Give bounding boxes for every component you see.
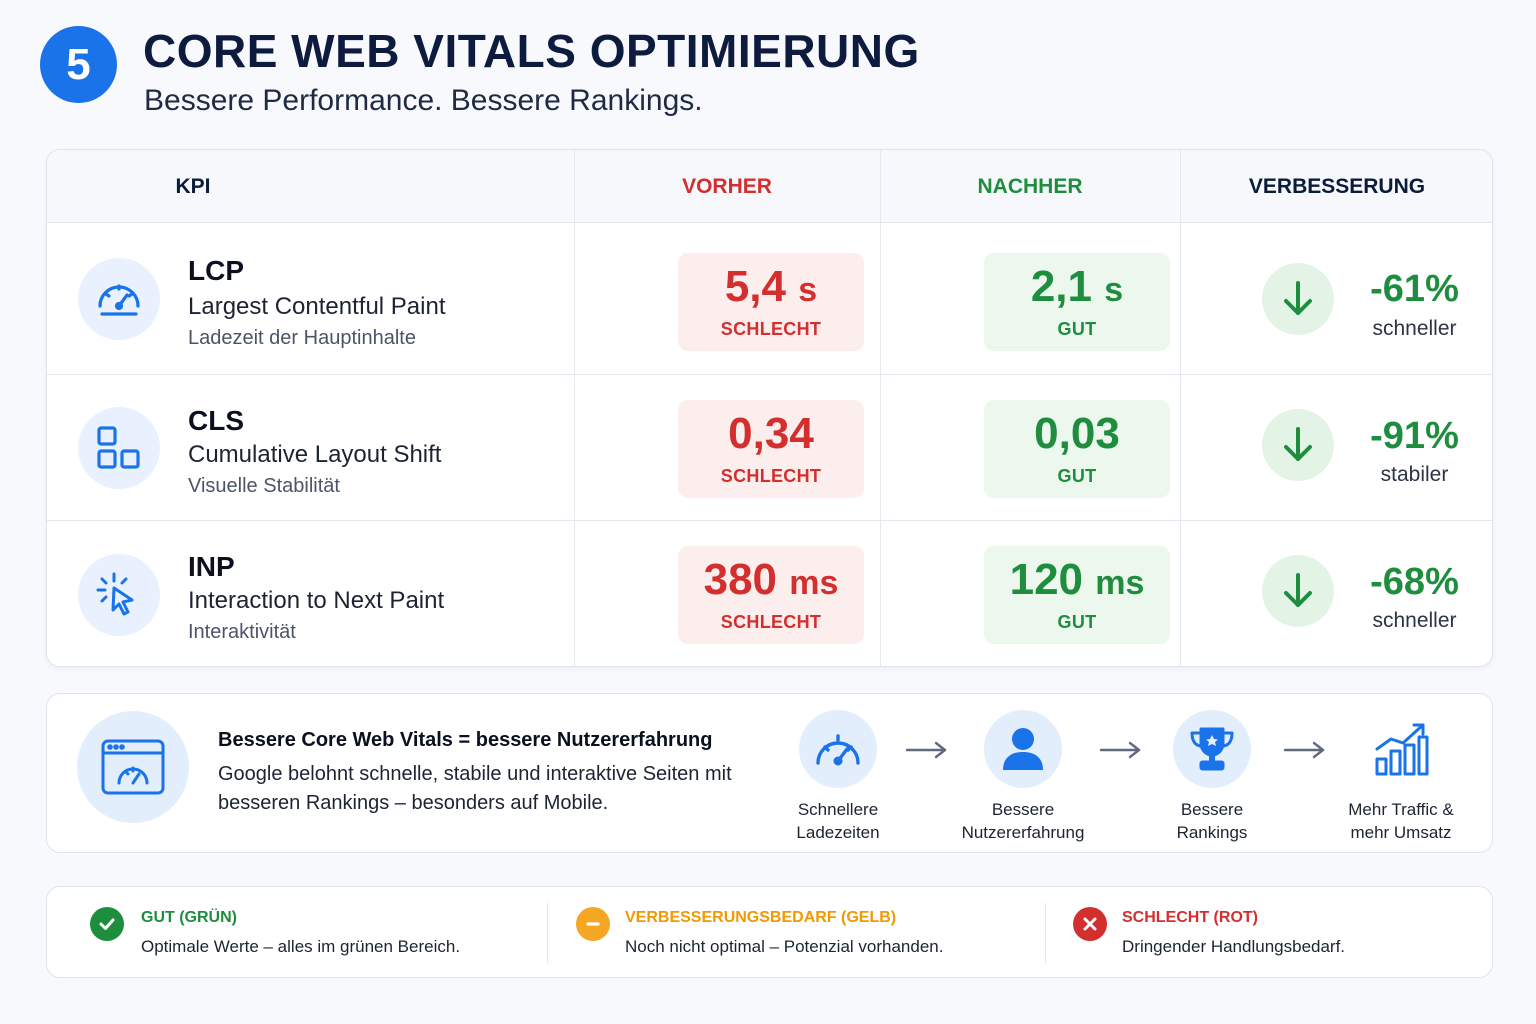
after-value: 0,03 [1034, 408, 1120, 458]
legend-title: SCHLECHT (ROT) [1122, 909, 1258, 926]
after-status: GUT [1057, 465, 1097, 486]
legend-text: Dringender Handlungsbedarf. [1122, 937, 1346, 956]
legend-text: Optimale Werte – alles im grünen Bereich… [141, 937, 461, 956]
table-header-row: KPI VORHER NACHHER VERBESSERUNG [47, 150, 1492, 223]
speedometer-icon [799, 710, 877, 788]
info-body: Google belohnt schnelle, stabile und int… [218, 763, 732, 814]
check-icon [90, 907, 124, 941]
arrow-down-icon [1262, 263, 1334, 335]
flow-label: Schnellere Ladezeiten [796, 800, 880, 842]
legend-divider [1045, 903, 1046, 963]
kpi-description: Ladezeit der Hauptinhalte [188, 327, 416, 349]
user-icon [984, 710, 1062, 788]
flow-label: Bessere Rankings [1176, 800, 1248, 842]
cross-icon [1073, 907, 1107, 941]
legend-divider [547, 903, 548, 963]
after-value: 120 ms [1009, 554, 1145, 604]
column-header-improvement: VERBESSERUNG [1248, 174, 1426, 198]
after-status: GUT [1057, 318, 1097, 339]
arrow-right-icon [1099, 740, 1143, 765]
flow-step-faster-loading: Schnellere Ladezeiten [758, 710, 918, 844]
flow-label: Bessere Nutzererfahrung [961, 800, 1085, 842]
improvement-percent: -91% [1370, 415, 1459, 457]
kpi-name: Cumulative Layout Shift [188, 441, 442, 468]
arrow-right-icon [1283, 740, 1327, 765]
flow-step-better-rankings: Bessere Rankings [1132, 710, 1292, 844]
before-value: 0,34 [728, 408, 814, 458]
table-row: INP Interaction to Next Paint Interaktiv… [47, 521, 1492, 666]
column-divider [880, 150, 881, 666]
kpi-name: Largest Contentful Paint [188, 293, 446, 320]
flow-label: Mehr Traffic & mehr Umsatz [1348, 800, 1454, 842]
page-subtitle: Bessere Performance. Bessere Rankings. [144, 84, 703, 117]
improvement-percent: -68% [1370, 561, 1459, 603]
before-value-box: 0,34 SCHLECHT [678, 400, 864, 498]
before-status: SCHLECHT [720, 318, 822, 339]
kpi-name: Interaction to Next Paint [188, 587, 445, 614]
before-status: SCHLECHT [720, 465, 822, 486]
step-number-badge: 5 [40, 26, 117, 103]
column-header-kpi: KPI [175, 174, 211, 198]
flow-step-better-experience: Bessere Nutzererfahrung [943, 710, 1103, 844]
cursor-click-icon [78, 554, 160, 636]
column-header-before: VORHER [682, 174, 772, 198]
legend-item-warning: VERBESSERUNGSBEDARF (GELB) Noch nicht op… [547, 887, 1047, 979]
kpi-description: Interaktivität [188, 621, 296, 643]
status-legend: GUT (GRÜN) Optimale Werte – alles im grü… [46, 886, 1493, 978]
before-value-box: 5,4 s SCHLECHT [678, 253, 864, 351]
kpi-description: Visuelle Stabilität [188, 475, 340, 497]
header: 5 CORE WEB VITALS OPTIMIERUNG Bessere Pe… [40, 24, 1140, 124]
kpi-abbreviation: CLS [188, 405, 244, 436]
arrow-down-icon [1262, 409, 1334, 481]
flow-step-more-traffic: Mehr Traffic & mehr Umsatz [1321, 710, 1481, 844]
improvement-label: schneller [1372, 609, 1457, 632]
arrow-right-icon [905, 740, 949, 765]
after-value-box: 2,1 s GUT [984, 253, 1170, 351]
trophy-icon [1173, 710, 1251, 788]
column-header-after: NACHHER [977, 174, 1083, 198]
after-value-box: 120 ms GUT [984, 546, 1170, 644]
legend-item-good: GUT (GRÜN) Optimale Werte – alles im grü… [47, 887, 547, 979]
kpi-abbreviation: INP [188, 551, 235, 582]
page-title: CORE WEB VITALS OPTIMIERUNG [143, 25, 920, 77]
speedometer-icon [78, 258, 160, 340]
before-value-box: 380 ms SCHLECHT [678, 546, 864, 644]
arrow-down-icon [1262, 555, 1334, 627]
legend-title: VERBESSERUNGSBEDARF (GELB) [625, 909, 897, 926]
legend-title: GUT (GRÜN) [141, 909, 237, 926]
column-divider [574, 150, 575, 666]
table-row: CLS Cumulative Layout Shift Visuelle Sta… [47, 375, 1492, 521]
info-heading: Bessere Core Web Vitals = bessere Nutzer… [218, 729, 713, 751]
legend-text: Noch nicht optimal – Potenzial vorhanden… [625, 937, 944, 956]
info-panel: Bessere Core Web Vitals = bessere Nutzer… [46, 693, 1493, 853]
kpi-table: KPI VORHER NACHHER VERBESSERUNG LCP Larg… [46, 149, 1493, 667]
kpi-abbreviation: LCP [188, 255, 244, 286]
table-row: LCP Largest Contentful Paint Ladezeit de… [47, 223, 1492, 375]
improvement-label: schneller [1372, 317, 1457, 340]
browser-speedometer-icon [77, 711, 189, 823]
after-value-box: 0,03 GUT [984, 400, 1170, 498]
minus-icon [576, 907, 610, 941]
after-value: 2,1 s [1030, 261, 1124, 311]
column-divider [1180, 150, 1181, 666]
after-status: GUT [1057, 611, 1097, 632]
improvement-label: stabiler [1380, 463, 1449, 486]
improvement-percent: -61% [1370, 268, 1459, 310]
before-status: SCHLECHT [720, 611, 822, 632]
before-value: 380 ms [703, 554, 839, 604]
layout-blocks-icon [78, 407, 160, 489]
legend-item-bad: SCHLECHT (ROT) Dringender Handlungsbedar… [1045, 887, 1494, 979]
growth-chart-icon [1362, 710, 1440, 788]
before-value: 5,4 s [724, 261, 818, 311]
